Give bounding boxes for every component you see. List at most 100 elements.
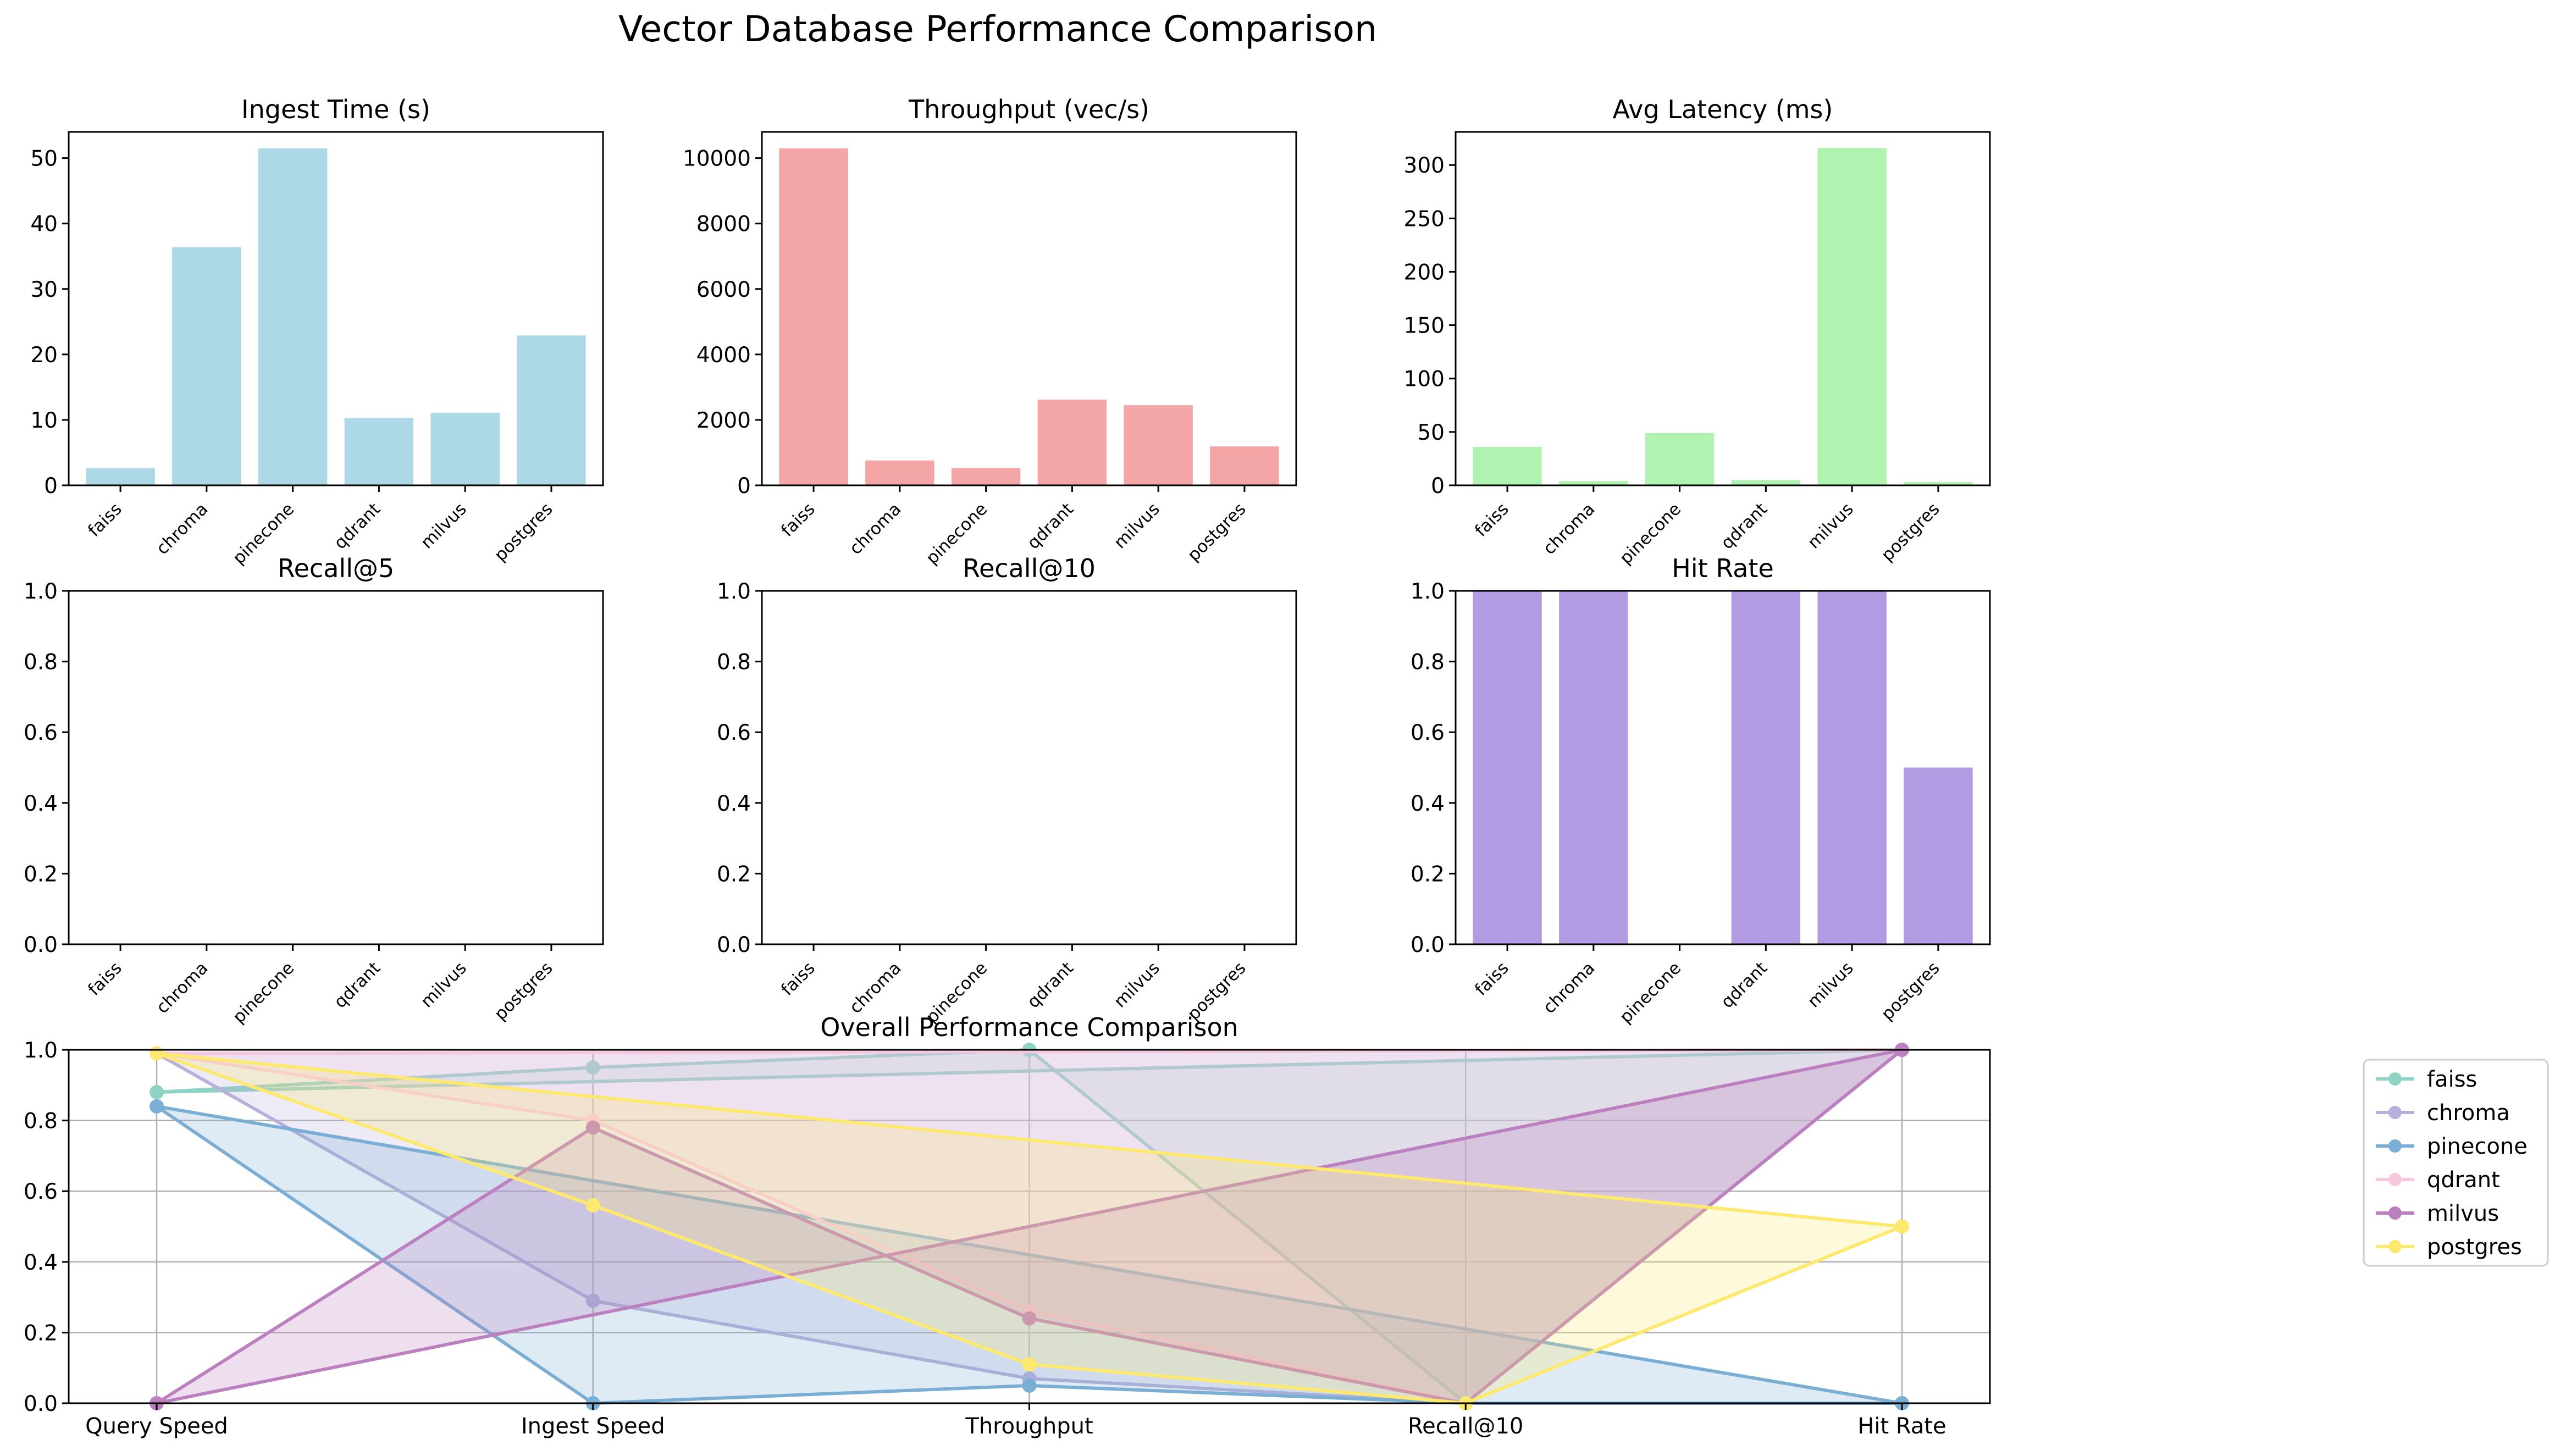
subplot-4-ytick-label: 0.4 <box>24 791 58 816</box>
bar-chroma <box>1559 591 1628 944</box>
point-faiss <box>585 1060 600 1075</box>
bar-faiss <box>779 148 848 485</box>
subplot-1-ytick-label: 0 <box>44 474 58 499</box>
figure-title: Vector Database Performance Comparison <box>618 9 1377 50</box>
xtick-label: Query Speed <box>85 1414 228 1439</box>
series-milvus-area <box>155 1048 1904 1405</box>
axes-frame <box>761 590 1297 945</box>
xtick-label: Ingest Speed <box>521 1414 665 1439</box>
subplot-1-ytick-label: 30 <box>30 278 58 302</box>
point-postgres <box>1895 1219 1909 1234</box>
subplot-2: faiss chroma pinecone qdrant milvus postgres0… <box>683 95 1297 568</box>
bar-postgres <box>1904 482 1973 485</box>
bar-chroma <box>172 247 241 485</box>
subplot-4-ytick-label: 0.8 <box>24 650 58 675</box>
subplot-2-ytick-label: 6000 <box>696 278 751 302</box>
subplot-3-ytick-label: 0 <box>1431 474 1445 499</box>
subplot-6-ytick-label: 0.0 <box>1411 933 1445 957</box>
bar-qdrant <box>1731 591 1801 944</box>
subplot-title: Avg Latency (ms) <box>1613 95 1833 124</box>
subplot-1-ytick-label: 10 <box>30 408 58 433</box>
subplot-2-ytick-label: 0 <box>737 474 751 499</box>
point-postgres <box>1022 1357 1037 1372</box>
point-pinecone <box>1022 1378 1037 1393</box>
series-pinecone-area <box>155 1104 1904 1405</box>
point-milvus <box>1022 1311 1037 1326</box>
subplot-2-ytick-label: 8000 <box>696 212 751 237</box>
bar-pinecone <box>951 468 1021 485</box>
bar-chroma <box>1559 481 1628 485</box>
bar-pinecone <box>1645 433 1715 485</box>
legend-label: milvus <box>2427 1201 2499 1226</box>
bar-qdrant <box>1037 400 1107 485</box>
legend-label: qdrant <box>2427 1167 2500 1193</box>
point-pinecone <box>150 1099 164 1114</box>
subplot-5-ytick-label: 0.6 <box>717 721 751 745</box>
point-chroma <box>585 1293 600 1308</box>
xtick-label: Throughput <box>965 1414 1093 1439</box>
overall-ytick-label: 0.8 <box>24 1109 58 1134</box>
legend-swatch-marker <box>2388 1206 2402 1220</box>
subplot-5-ytick-label: 0.4 <box>717 791 751 816</box>
legend-swatch-marker <box>2388 1106 2402 1119</box>
subplot-4-ytick-label: 0.6 <box>24 721 58 745</box>
overall-ytick-label: 0.4 <box>24 1250 58 1275</box>
subplot-2-ytick-label: 4000 <box>696 343 751 368</box>
subplot-1-ytick-label: 20 <box>30 343 58 368</box>
subplot-4-ytick-label: 0.0 <box>24 933 58 957</box>
bar-qdrant <box>344 418 414 485</box>
subplot-title: Throughput (vec/s) <box>908 95 1149 124</box>
bar-postgres <box>1904 767 1973 944</box>
subplot-5-ytick-label: 1.0 <box>717 579 751 604</box>
series-postgres-area <box>155 1051 1904 1405</box>
xtick-label: Hit Rate <box>1857 1414 1946 1439</box>
axes-frame <box>1455 131 1991 486</box>
subplot-3-ytick-label: 250 <box>1404 207 1445 231</box>
subplot-6-ytick-label: 0.4 <box>1411 791 1445 816</box>
subplot-3-ytick-label: 200 <box>1404 260 1445 285</box>
bar-faiss <box>86 468 155 485</box>
legend-label: pinecone <box>2427 1134 2528 1159</box>
point-postgres <box>585 1198 600 1213</box>
subplot-1-ytick-label: 40 <box>30 212 58 237</box>
point-milvus <box>585 1120 600 1135</box>
bar-postgres <box>1210 446 1279 485</box>
bar-milvus <box>1817 148 1887 485</box>
bar-chroma <box>865 460 934 485</box>
bar-faiss <box>1473 591 1542 944</box>
axes-frame <box>68 131 604 486</box>
subplot-3-ytick-label: 300 <box>1404 153 1445 178</box>
subplot-3-ytick-label: 100 <box>1404 367 1445 392</box>
legend-label: postgres <box>2427 1234 2522 1260</box>
subplot-6-ytick-label: 1.0 <box>1411 579 1445 604</box>
bar-pinecone <box>258 148 328 485</box>
subplot-2-ytick-label: 2000 <box>696 408 751 433</box>
bar-qdrant <box>1731 480 1801 485</box>
legend-swatch-marker <box>2388 1240 2402 1253</box>
chart-title: Overall Performance Comparison <box>820 1012 1238 1042</box>
legend-label: chroma <box>2427 1100 2510 1126</box>
subplot-6-ytick-label: 0.2 <box>1411 862 1445 887</box>
subplot-title: Recall@10 <box>963 553 1096 583</box>
bar-milvus <box>1817 591 1887 944</box>
bar-milvus <box>1124 405 1193 485</box>
axes-frame <box>1455 590 1991 945</box>
axes-frame <box>68 590 604 945</box>
bar-faiss <box>1473 447 1542 485</box>
legend-swatch-marker <box>2388 1139 2402 1153</box>
subplot-6-ytick-label: 0.6 <box>1411 721 1445 745</box>
subplot-title: Hit Rate <box>1672 553 1774 583</box>
overall-ytick-label: 1.0 <box>24 1038 58 1063</box>
subplot-title: Recall@5 <box>278 553 395 583</box>
subplot-5-ytick-label: 0.8 <box>717 650 751 675</box>
subplot-4-ytick-label: 1.0 <box>24 579 58 604</box>
bar-milvus <box>430 412 500 485</box>
subplot-4-ytick-label: 0.2 <box>24 862 58 887</box>
subplot-2-ytick-label: 10000 <box>683 147 751 171</box>
subplot-1-ytick-label: 50 <box>30 147 58 171</box>
axes-frame <box>761 131 1297 486</box>
xtick-label: Recall@10 <box>1408 1414 1523 1439</box>
legend-swatch-marker <box>2388 1173 2402 1186</box>
